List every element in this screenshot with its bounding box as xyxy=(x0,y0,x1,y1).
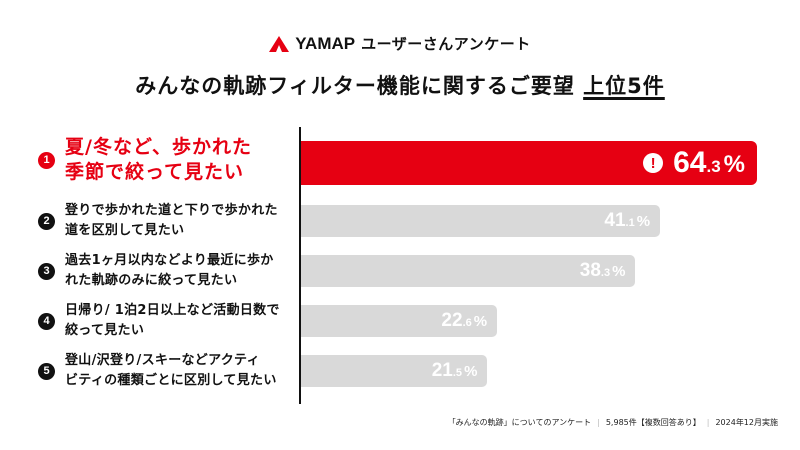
bar: ! 64.3% xyxy=(301,141,757,185)
bar-value-int: 38 xyxy=(579,260,601,281)
bar-value-pct: % xyxy=(723,151,745,178)
bar-value-int: 41 xyxy=(604,210,626,231)
brand-header: YAMAP ユーザーさんアンケート xyxy=(0,33,800,54)
footer-date: 2024年12月実施 xyxy=(715,418,778,427)
bar-value-dec: .3 xyxy=(600,267,611,279)
title-main: みんなの軌跡フィルター機能に関するご要望 xyxy=(135,74,575,98)
bar-value-dec: .5 xyxy=(452,367,463,379)
category-label-text: 登山/沢登り/スキーなどアクティ ビティの種類ごとに区別して見たい xyxy=(65,353,277,388)
bar-value-dec: .3 xyxy=(706,157,721,176)
bar-value-int: 21 xyxy=(431,360,453,381)
bar-value-label: 38.3% xyxy=(580,260,626,282)
category-label-text: 夏/冬など、歩かれた 季節で絞って見たい xyxy=(65,136,252,183)
brand-name: YAMAP xyxy=(295,33,356,53)
bar-value-label: 64.3% xyxy=(673,146,745,180)
footer-separator: | xyxy=(597,418,600,427)
category-label-text: 過去1ヶ月以内などより最近に歩か れた軌跡のみに絞って見たい xyxy=(65,253,274,288)
bar-value-label: 22.6% xyxy=(441,310,487,332)
category-label: 2 登りで歩かれた道と下りで歩かれた 道を区別して見たい xyxy=(38,201,278,241)
bar-value-dec: .6 xyxy=(462,317,472,329)
rank-badge: 2 xyxy=(38,212,55,230)
category-label: 1 夏/冬など、歩かれた 季節で絞って見たい xyxy=(38,135,252,185)
footer-separator: | xyxy=(706,418,710,427)
category-label-text: 登りで歩かれた道と下りで歩かれた 道を区別して見たい xyxy=(65,203,278,238)
category-label-text: 日帰り/ 1泊2日以上など活動日数で 絞って見たい xyxy=(65,303,280,338)
y-axis-line xyxy=(299,127,301,404)
title-highlight: 上位5件 xyxy=(583,74,665,98)
bar: 22.6% xyxy=(301,305,498,337)
yamap-logo-icon xyxy=(269,35,290,52)
exclamation-circle-icon: ! xyxy=(643,153,664,173)
footer-survey-name: 「みんなの軌跡」についてのアンケート xyxy=(447,418,592,427)
footer-respondents: 5,985件【複数回答あり】 xyxy=(605,418,701,427)
bar-value-int: 64 xyxy=(673,146,707,179)
chart-title: みんなの軌跡フィルター機能に関するご要望 上位5件 xyxy=(0,70,800,100)
footer-note: 「みんなの軌跡」についてのアンケート | 5,985件【複数回答あり】 | 20… xyxy=(448,417,778,428)
category-label: 5 登山/沢登り/スキーなどアクティ ビティの種類ごとに区別して見たい xyxy=(38,351,277,391)
bar-value-dec: .1 xyxy=(625,217,635,229)
bar: 21.5% xyxy=(301,355,488,387)
category-label: 3 過去1ヶ月以内などより最近に歩か れた軌跡のみに絞って見たい xyxy=(38,251,274,291)
bar-value-pct: % xyxy=(612,263,626,280)
bar-value-pct: % xyxy=(464,363,478,380)
rank-badge: 3 xyxy=(38,262,55,280)
category-label: 4 日帰り/ 1泊2日以上など活動日数で 絞って見たい xyxy=(38,301,280,341)
bar-value-label: 21.5% xyxy=(432,360,478,382)
bar: 41.1% xyxy=(301,205,661,237)
rank-badge: 1 xyxy=(38,151,55,169)
bar-value-label: 41.1% xyxy=(604,210,650,232)
bar-value-pct: % xyxy=(473,313,488,330)
bar: 38.3% xyxy=(301,255,636,287)
bar-value-int: 22 xyxy=(441,310,463,331)
rank-badge: 5 xyxy=(38,362,55,380)
brand-suffix: ユーザーさんアンケート xyxy=(361,35,531,53)
bar-value-pct: % xyxy=(636,213,651,230)
rank-badge: 4 xyxy=(38,312,55,330)
